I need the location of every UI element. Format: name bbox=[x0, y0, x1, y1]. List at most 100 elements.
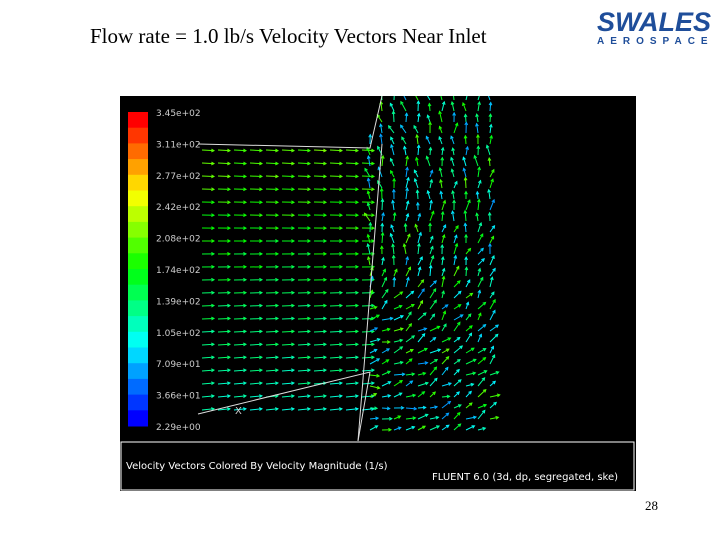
vector-head bbox=[371, 303, 376, 308]
vector bbox=[489, 334, 499, 343]
vector bbox=[417, 348, 428, 354]
colorbar-swatch bbox=[128, 253, 148, 270]
vector bbox=[488, 158, 491, 167]
vector bbox=[464, 210, 467, 222]
vector-head bbox=[366, 243, 371, 248]
vector-head bbox=[463, 209, 468, 214]
vector-head bbox=[366, 190, 371, 195]
vector-head bbox=[307, 148, 312, 153]
vector bbox=[380, 134, 383, 145]
vector bbox=[361, 162, 375, 165]
vector-head bbox=[451, 189, 455, 195]
vector-head bbox=[411, 372, 416, 377]
vector bbox=[489, 354, 496, 365]
vector bbox=[392, 111, 395, 123]
vector-head bbox=[259, 290, 264, 295]
vector bbox=[381, 277, 387, 288]
vector-head bbox=[355, 277, 360, 282]
vector-head bbox=[275, 264, 280, 269]
vector bbox=[233, 343, 247, 346]
vector-head bbox=[371, 213, 376, 218]
vector bbox=[369, 374, 380, 377]
vector bbox=[464, 114, 467, 123]
vector-head bbox=[491, 198, 495, 203]
vector bbox=[465, 402, 473, 409]
vector bbox=[281, 369, 295, 372]
vector-head bbox=[475, 113, 479, 118]
vector-head bbox=[463, 222, 468, 227]
vector-head bbox=[323, 252, 328, 256]
vector-head bbox=[355, 148, 360, 153]
vector-head bbox=[323, 277, 328, 282]
vector bbox=[249, 149, 263, 152]
vector bbox=[249, 330, 263, 333]
vector-head bbox=[398, 304, 403, 309]
colorbar-swatch bbox=[128, 221, 148, 239]
vector-head bbox=[462, 102, 466, 107]
vector-head bbox=[323, 187, 328, 192]
vector bbox=[381, 289, 389, 299]
vector bbox=[390, 144, 395, 156]
vector-head bbox=[475, 122, 479, 127]
vector-head bbox=[376, 385, 381, 390]
page-number: 28 bbox=[645, 498, 658, 513]
vector bbox=[313, 317, 327, 320]
vector-head bbox=[323, 368, 328, 373]
vector-head bbox=[440, 210, 445, 215]
vector bbox=[453, 359, 461, 365]
vector bbox=[201, 330, 215, 333]
vector bbox=[465, 302, 469, 310]
vector bbox=[429, 337, 436, 343]
vector-head bbox=[441, 100, 446, 105]
vector bbox=[453, 181, 458, 189]
vector bbox=[488, 189, 491, 200]
vector-head bbox=[488, 123, 493, 128]
vector-head bbox=[227, 355, 232, 360]
vector bbox=[477, 370, 487, 376]
vector-head bbox=[243, 368, 248, 373]
vector-head bbox=[371, 148, 376, 153]
vector-head bbox=[227, 277, 232, 282]
vector bbox=[393, 339, 403, 343]
vector bbox=[281, 330, 295, 333]
vector bbox=[403, 96, 407, 101]
vector bbox=[281, 162, 295, 165]
vector-head bbox=[391, 199, 395, 204]
vector bbox=[417, 256, 423, 266]
vector bbox=[297, 356, 311, 359]
vector bbox=[429, 378, 438, 387]
vector bbox=[297, 382, 310, 385]
vector-head bbox=[381, 212, 385, 217]
vector-head bbox=[291, 161, 296, 166]
vector-head bbox=[339, 200, 344, 205]
vector bbox=[477, 313, 482, 321]
vector bbox=[489, 310, 496, 321]
vector-head bbox=[227, 381, 231, 386]
vector bbox=[489, 268, 496, 277]
vector-head bbox=[482, 323, 487, 328]
vector-head bbox=[363, 212, 368, 217]
vector-head bbox=[477, 198, 481, 203]
vector bbox=[381, 212, 384, 222]
vector bbox=[489, 255, 495, 266]
vector-head bbox=[376, 358, 381, 362]
vector-head bbox=[428, 121, 432, 126]
vector bbox=[417, 312, 427, 321]
vector-head bbox=[445, 355, 450, 360]
vector bbox=[265, 317, 279, 320]
colorbar-swatch bbox=[128, 237, 148, 254]
vector bbox=[463, 168, 467, 178]
vector bbox=[429, 280, 437, 288]
vector bbox=[313, 330, 327, 333]
vector bbox=[345, 149, 359, 152]
vector-head bbox=[387, 394, 392, 398]
vector-head bbox=[386, 406, 391, 411]
vector-head bbox=[323, 174, 328, 179]
vector-head bbox=[413, 169, 418, 174]
vector-head bbox=[453, 254, 458, 259]
vector bbox=[405, 277, 410, 288]
vector bbox=[249, 408, 262, 411]
vector-head bbox=[382, 268, 386, 273]
vector-head bbox=[475, 190, 480, 195]
vector-head bbox=[227, 329, 232, 334]
